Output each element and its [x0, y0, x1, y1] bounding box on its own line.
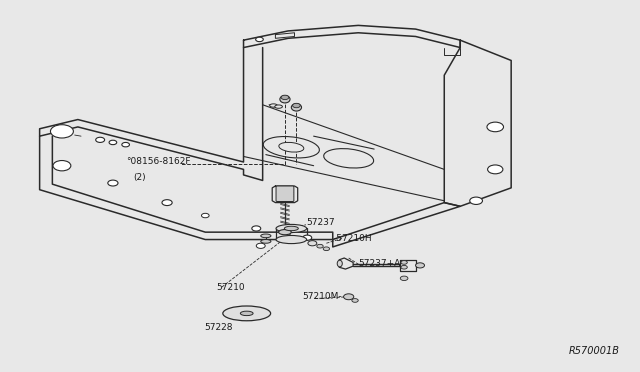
Ellipse shape: [276, 235, 307, 244]
Text: 57210: 57210: [217, 283, 245, 292]
Circle shape: [256, 243, 265, 248]
Circle shape: [352, 299, 358, 302]
Circle shape: [202, 213, 209, 218]
Ellipse shape: [284, 226, 298, 231]
Circle shape: [487, 122, 504, 132]
Circle shape: [401, 260, 407, 264]
Text: °08156-8162F: °08156-8162F: [125, 157, 190, 166]
Circle shape: [96, 137, 104, 142]
Circle shape: [292, 103, 300, 108]
Circle shape: [317, 244, 323, 248]
Circle shape: [400, 276, 408, 280]
Ellipse shape: [263, 137, 319, 158]
Circle shape: [323, 247, 330, 251]
Ellipse shape: [337, 260, 342, 267]
Circle shape: [109, 140, 116, 145]
Circle shape: [470, 197, 483, 205]
Circle shape: [255, 37, 263, 42]
Circle shape: [108, 180, 118, 186]
Text: 57210M-: 57210M-: [302, 292, 342, 301]
Circle shape: [415, 263, 424, 268]
Circle shape: [162, 200, 172, 206]
Text: -57210H: -57210H: [334, 234, 372, 243]
Circle shape: [303, 235, 312, 240]
Ellipse shape: [291, 104, 301, 111]
Circle shape: [344, 294, 354, 300]
Text: (2): (2): [133, 173, 146, 182]
Circle shape: [51, 125, 74, 138]
Ellipse shape: [278, 230, 291, 235]
Ellipse shape: [275, 105, 282, 108]
Ellipse shape: [260, 240, 271, 243]
Circle shape: [308, 241, 317, 246]
Ellipse shape: [279, 142, 304, 152]
Ellipse shape: [223, 306, 271, 321]
Text: 57237+A: 57237+A: [358, 259, 401, 268]
Ellipse shape: [280, 96, 290, 103]
Text: 57237: 57237: [306, 218, 335, 227]
Circle shape: [488, 165, 503, 174]
Circle shape: [401, 265, 407, 269]
Text: 57228: 57228: [204, 323, 232, 331]
Ellipse shape: [269, 104, 277, 107]
Ellipse shape: [276, 224, 307, 232]
Ellipse shape: [241, 311, 253, 315]
Ellipse shape: [260, 234, 271, 238]
Circle shape: [122, 142, 129, 147]
Circle shape: [281, 95, 289, 100]
Ellipse shape: [324, 148, 374, 168]
Circle shape: [53, 161, 71, 171]
FancyBboxPatch shape: [276, 186, 294, 202]
Text: R570001B: R570001B: [568, 346, 620, 356]
Circle shape: [252, 226, 260, 231]
